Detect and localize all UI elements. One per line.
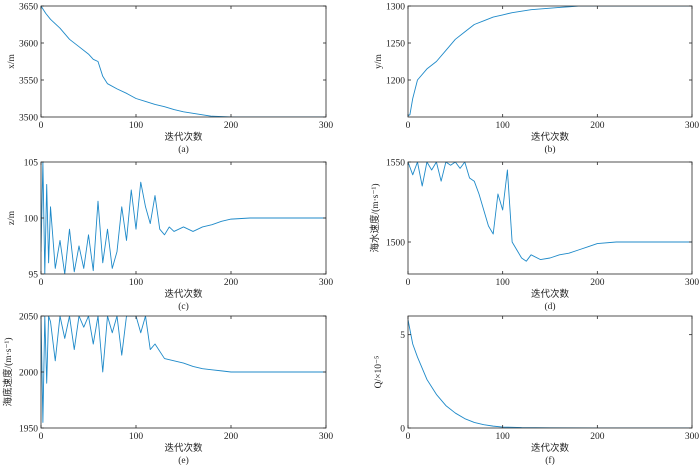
- x-tick-label: 0: [39, 121, 44, 131]
- x-tick-label: 0: [406, 121, 411, 131]
- x-tick-label: 100: [496, 278, 511, 288]
- y-axis-label: y/m: [374, 54, 384, 69]
- y-tick-label: 95: [29, 271, 39, 281]
- x-axis-label: 迭代次数: [164, 288, 203, 300]
- y-tick-label: 3550: [19, 77, 38, 87]
- x-tick-label: 300: [319, 278, 334, 288]
- y-tick-label: 1300: [386, 3, 405, 13]
- panel-label: (a): [178, 144, 189, 155]
- series-line: [41, 162, 326, 274]
- y-axis-label: 海底速度/(m·s⁻¹): [2, 337, 14, 406]
- y-tick-label: 2000: [19, 369, 38, 379]
- x-tick-label: 300: [685, 278, 700, 288]
- y-tick-label: 1250: [386, 40, 405, 50]
- x-tick-label: 300: [319, 121, 334, 131]
- plot-frame: [40, 5, 327, 118]
- x-tick-label: 200: [590, 121, 605, 131]
- panel-label: (f): [545, 455, 555, 466]
- x-tick-label: 0: [406, 278, 411, 288]
- y-tick-label: 5: [400, 331, 405, 341]
- x-tick-label: 200: [590, 278, 605, 288]
- plot-frame: [407, 5, 693, 118]
- series-line: [408, 6, 692, 116]
- y-tick-label: 3500: [19, 114, 38, 124]
- y-axis-label: Q/×10⁻⁵: [374, 356, 384, 389]
- x-axis-label: 迭代次数: [531, 442, 570, 454]
- x-tick-label: 300: [685, 432, 700, 442]
- x-tick-label: 0: [406, 432, 411, 442]
- panel-label: (e): [178, 455, 189, 466]
- x-tick-label: 200: [590, 432, 605, 442]
- x-tick-label: 100: [496, 121, 511, 131]
- series-line: [41, 316, 326, 423]
- plot-frame: [407, 315, 693, 429]
- x-tick-label: 100: [496, 432, 511, 442]
- series-line: [408, 319, 692, 428]
- y-tick-label: 1500: [386, 239, 405, 249]
- series-line: [41, 6, 326, 117]
- panel-label: (b): [544, 144, 555, 155]
- y-axis-label: 海水速度/(m·s⁻¹): [369, 183, 381, 252]
- plot-frame: [407, 161, 693, 275]
- y-tick-label: 0: [400, 425, 405, 435]
- x-axis-label: 迭代次数: [531, 288, 570, 300]
- y-tick-label: 1200: [386, 77, 405, 87]
- x-tick-label: 0: [39, 278, 44, 288]
- y-tick-label: 2050: [19, 313, 38, 323]
- x-tick-label: 200: [224, 121, 239, 131]
- y-tick-label: 3650: [19, 3, 38, 13]
- series-line: [408, 162, 692, 262]
- x-tick-label: 100: [129, 432, 144, 442]
- y-tick-label: 105: [24, 159, 39, 169]
- panel-a: 0 100 200 300 3500 3550 3600 3650 迭代次数(a) x/m: [7, 3, 333, 156]
- y-tick-label: 100: [24, 215, 39, 225]
- y-tick-label: 1550: [386, 159, 405, 169]
- panel-label: (c): [178, 301, 189, 312]
- y-axis-label: z/m: [7, 210, 17, 225]
- x-axis-label: 迭代次数: [531, 131, 570, 143]
- x-tick-label: 200: [224, 432, 239, 442]
- panel-e: 0 100 200 300 1950 2000 2050 迭代次数(e) 海底速度/(m·s⁻¹…: [2, 313, 333, 466]
- panel-c: 0 100 200 300 95 100 105 迭代次数(c) z/m: [7, 159, 333, 313]
- panel-b: 0 100 200 300 1200 1250 1300 迭代次数(b) y/m: [374, 3, 699, 156]
- x-tick-label: 300: [685, 121, 700, 131]
- y-tick-label: 3600: [19, 40, 38, 50]
- x-axis-label: 迭代次数: [164, 442, 203, 454]
- y-tick-label: 1950: [19, 425, 38, 435]
- x-tick-label: 200: [224, 278, 239, 288]
- y-axis-label: x/m: [7, 54, 17, 69]
- x-tick-label: 100: [129, 121, 144, 131]
- x-tick-label: 300: [319, 432, 334, 442]
- panel-f: 0 100 200 300 0 5 迭代次数(f) Q/×10⁻⁵: [374, 315, 700, 466]
- x-tick-label: 100: [129, 278, 144, 288]
- x-tick-label: 0: [39, 432, 44, 442]
- panel-label: (d): [544, 301, 555, 312]
- panel-d: 0 100 200 300 1500 1550 迭代次数(d) 海水速度/(m·s⁻¹): [369, 159, 699, 313]
- x-axis-label: 迭代次数: [164, 131, 203, 143]
